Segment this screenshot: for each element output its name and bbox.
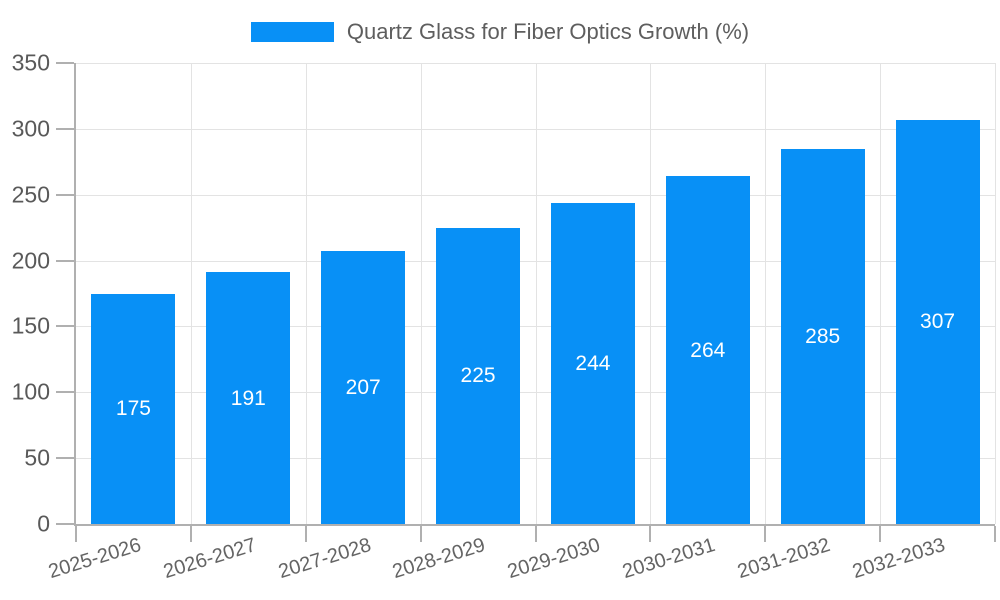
gridline-vertical: [995, 63, 996, 524]
y-axis-label: 50: [24, 444, 50, 471]
y-axis-label: 100: [11, 378, 50, 405]
y-axis-tick: [56, 259, 74, 262]
bar-value-label: 307: [920, 310, 956, 334]
x-axis-tick: [534, 526, 537, 542]
bar-value-label: 191: [230, 386, 266, 410]
legend-label: Quartz Glass for Fiber Optics Growth (%): [346, 19, 750, 44]
x-axis-tick: [75, 526, 77, 542]
gridline-vertical: [765, 63, 767, 524]
x-axis-label: 2031-2032: [734, 534, 833, 584]
y-axis-label: 300: [11, 115, 50, 142]
x-axis-label: 2025-2026: [45, 534, 144, 584]
x-axis-label: 2030-2031: [620, 534, 718, 584]
y-axis-tick: [56, 325, 74, 328]
legend-swatch-icon: [250, 22, 334, 42]
bar[interactable]: 225: [436, 227, 521, 524]
gridline-vertical: [420, 63, 422, 524]
gridline-vertical: [535, 63, 537, 524]
bar-value-label: 207: [345, 376, 381, 400]
gridline-vertical: [190, 63, 192, 524]
y-axis-tick: [56, 523, 74, 525]
legend[interactable]: Quartz Glass for Fiber Optics Growth (%): [0, 21, 1000, 43]
y-axis-label: 150: [11, 312, 50, 339]
y-axis-tick: [56, 62, 74, 64]
bar[interactable]: 244: [550, 202, 635, 524]
x-axis-label: 2028-2029: [390, 534, 489, 584]
x-axis-label: 2026-2027: [160, 534, 259, 584]
y-axis-label: 0: [37, 510, 50, 537]
bar[interactable]: 307: [895, 119, 980, 524]
y-axis-tick: [56, 457, 74, 460]
bar-value-label: 285: [805, 324, 841, 348]
bar[interactable]: 285: [780, 148, 865, 524]
plot-area: 0 50 100 150 200 250 300 350 175 2025-2026 191 2026…: [12, 51, 996, 583]
y-axis-tick: [56, 127, 74, 130]
y-axis-tick: [56, 391, 74, 394]
y-axis-label: 250: [11, 181, 50, 208]
x-axis-tick: [189, 526, 192, 542]
x-axis-tick: [764, 526, 767, 542]
x-axis-label: 2029-2030: [505, 534, 604, 584]
x-axis-tick: [879, 526, 882, 542]
bar-value-label: 264: [690, 338, 726, 362]
bar-value-label: 225: [460, 364, 496, 388]
y-axis-label: 200: [11, 247, 50, 274]
x-axis-tick: [649, 526, 652, 542]
bar[interactable]: 175: [91, 293, 176, 524]
bar[interactable]: 264: [665, 176, 750, 524]
gridline-vertical: [880, 63, 882, 524]
bar[interactable]: 191: [206, 272, 291, 524]
bar-value-label: 244: [575, 351, 611, 375]
x-axis-tick: [304, 526, 307, 542]
x-axis-tick: [994, 526, 996, 542]
gridline-vertical: [650, 63, 652, 524]
bar-value-label: 175: [115, 397, 151, 421]
bar[interactable]: 207: [321, 251, 406, 524]
y-axis-tick: [56, 193, 74, 196]
gridline-vertical: [305, 63, 307, 524]
x-axis-label: 2027-2028: [275, 534, 374, 584]
x-axis-tick: [419, 526, 422, 542]
y-axis-label: 350: [11, 49, 50, 76]
x-axis-label: 2032-2033: [849, 534, 948, 584]
